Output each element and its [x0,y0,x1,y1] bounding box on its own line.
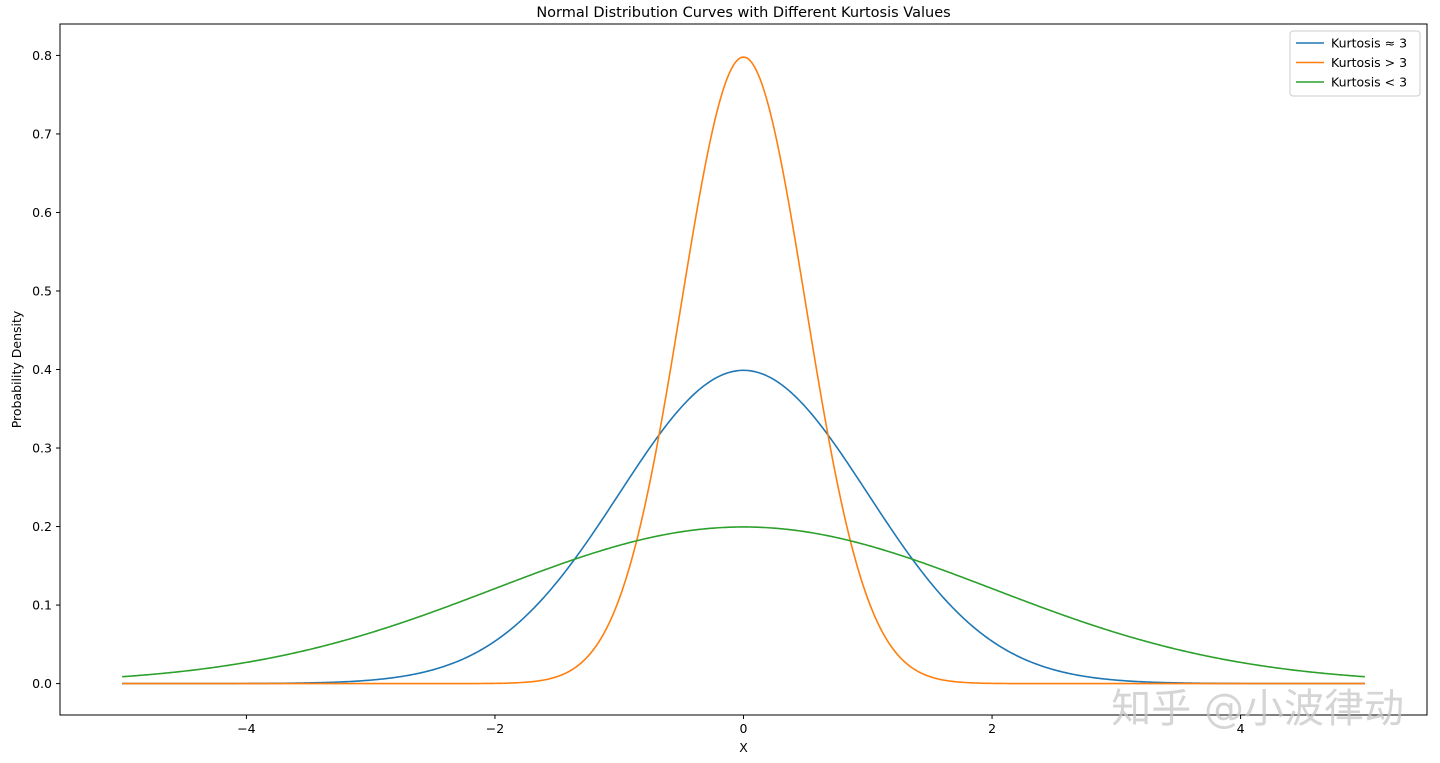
y-tick-label: 0.0 [32,676,52,691]
y-tick-label: 0.2 [32,519,52,534]
y-tick-label: 0.5 [32,283,52,298]
legend-entry-label: Kurtosis ≈ 3 [1331,36,1407,51]
x-tick-label: −2 [486,721,504,736]
y-tick-label: 0.8 [32,48,52,63]
y-axis-label: Probability Density [9,310,24,428]
x-axis-ticks: −4 −2 0 2 4 [237,715,1245,736]
x-tick-label: −4 [237,721,255,736]
chart-title: Normal Distribution Curves with Differen… [536,5,950,21]
x-tick-label: 0 [740,721,748,736]
legend: Kurtosis ≈ 3 Kurtosis > 3 Kurtosis < 3 [1289,30,1421,97]
x-tick-label: 4 [1237,721,1245,736]
legend-box [1289,30,1421,97]
y-tick-label: 0.6 [32,205,52,220]
series-line-2 [122,526,1365,678]
x-axis-label: X [739,740,748,755]
legend-entry-label: Kurtosis > 3 [1331,55,1407,70]
y-tick-label: 0.1 [32,598,52,613]
watermark: 知乎 @小波律动 [1111,686,1404,732]
y-tick-label: 0.7 [32,126,52,141]
legend-entry-label: Kurtosis < 3 [1331,75,1407,90]
series-line-1 [122,56,1365,685]
curves-layer [122,56,1365,685]
series-line-0 [122,369,1365,685]
x-tick-label: 2 [988,721,996,736]
plot-area-frame [59,23,1428,716]
y-tick-label: 0.4 [32,362,52,377]
y-axis-ticks: 0.0 0.1 0.2 0.3 0.4 0.5 0.6 0.7 0.8 [32,48,60,691]
y-tick-label: 0.3 [32,441,52,456]
